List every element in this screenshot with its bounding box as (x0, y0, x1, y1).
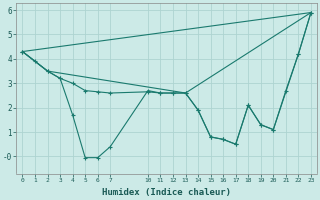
X-axis label: Humidex (Indice chaleur): Humidex (Indice chaleur) (102, 188, 231, 197)
